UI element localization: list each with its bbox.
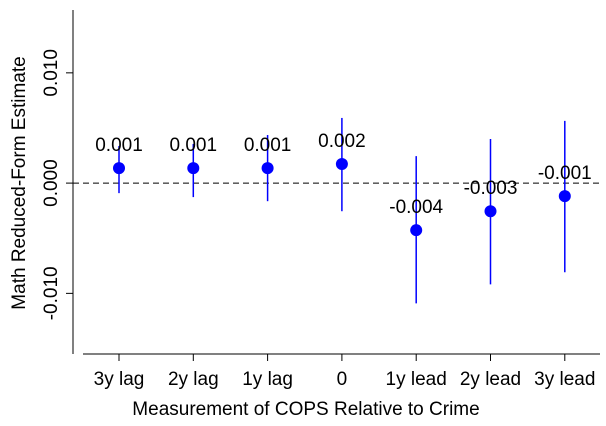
data-label: -0.003 [464, 178, 518, 199]
x-tick-label: 2y lead [460, 369, 521, 390]
point [261, 162, 274, 175]
point [113, 162, 125, 175]
y-tick-label: -0.010 [41, 266, 62, 320]
x-tick-label: 1y lag [242, 369, 293, 390]
x-tick-label: 3y lag [94, 369, 145, 390]
point [558, 190, 571, 203]
data-label: -0.004 [389, 197, 443, 218]
y-axis-title: Math Reduced-Form Estimate [9, 56, 30, 309]
data-label: 0.001 [170, 135, 218, 156]
data-label: 0.001 [244, 135, 292, 156]
x-tick-label: 3y lead [534, 369, 595, 390]
x-axis-title: Measurement of COPS Relative to Crime [132, 399, 479, 420]
data-label: 0.001 [95, 135, 143, 156]
point [187, 162, 200, 175]
data-label: -0.001 [538, 163, 592, 184]
point [335, 158, 348, 171]
x-tick-label: 0 [337, 369, 348, 390]
point [410, 224, 423, 237]
x-tick-label: 1y lead [386, 369, 447, 390]
y-tick-label: 0.000 [41, 159, 62, 207]
data-label: 0.002 [318, 131, 366, 152]
point [484, 205, 497, 218]
x-tick-label: 2y lag [168, 369, 219, 390]
y-tick-label: 0.010 [41, 49, 62, 97]
